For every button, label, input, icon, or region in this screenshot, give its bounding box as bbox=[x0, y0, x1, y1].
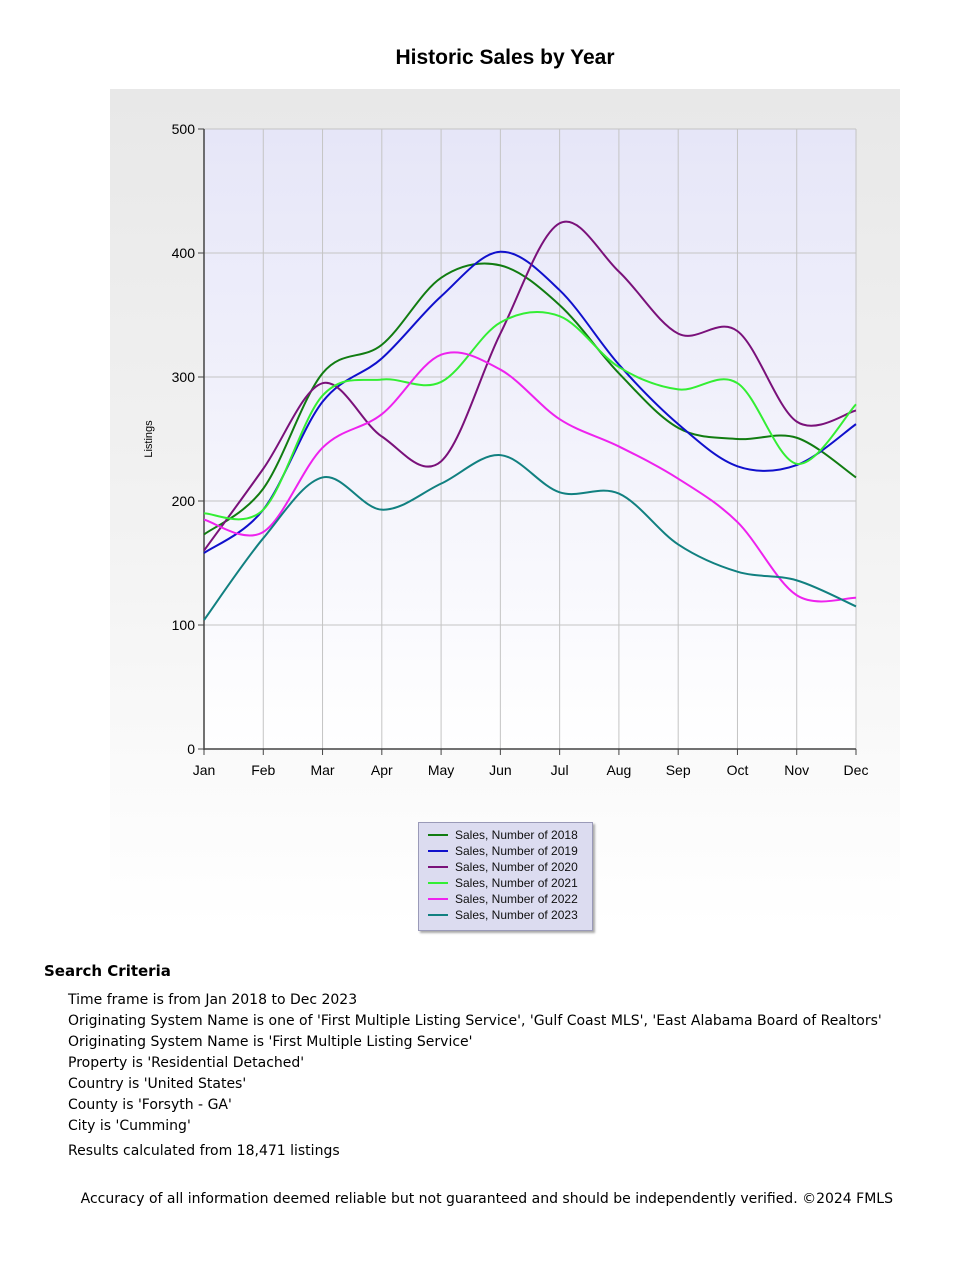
y-tick-label: 400 bbox=[172, 245, 196, 261]
legend-label: Sales, Number of 2023 bbox=[455, 908, 578, 922]
legend-item: Sales, Number of 2019 bbox=[419, 843, 592, 859]
legend-swatch bbox=[428, 898, 448, 900]
legend-swatch bbox=[428, 866, 448, 868]
series-line bbox=[203, 311, 857, 521]
x-tick-label: Aug bbox=[606, 762, 631, 778]
search-criteria-heading: Search Criteria bbox=[44, 962, 171, 980]
legend-item: Sales, Number of 2022 bbox=[419, 891, 592, 907]
criteria-item: Originating System Name is one of 'First… bbox=[68, 1013, 882, 1029]
criteria-item: Country is 'United States' bbox=[68, 1076, 247, 1092]
criteria-item: City is 'Cumming' bbox=[68, 1118, 191, 1134]
legend-item: Sales, Number of 2018 bbox=[419, 827, 592, 843]
chart-title: Historic Sales by Year bbox=[395, 46, 615, 69]
x-tick-label: May bbox=[428, 762, 454, 778]
legend-label: Sales, Number of 2019 bbox=[455, 844, 578, 858]
disclaimer-footer: Accuracy of all information deemed relia… bbox=[80, 1191, 893, 1207]
series-line bbox=[203, 454, 857, 621]
legend-label: Sales, Number of 2022 bbox=[455, 892, 578, 906]
x-tick-label: Feb bbox=[251, 762, 275, 778]
results-count: Results calculated from 18,471 listings bbox=[68, 1143, 340, 1159]
legend-swatch bbox=[428, 914, 448, 916]
search-criteria-list: Time frame is from Jan 2018 to Dec 2023 … bbox=[68, 990, 882, 1137]
x-tick-label: Nov bbox=[784, 762, 809, 778]
chart-legend: Sales, Number of 2018 Sales, Number of 2… bbox=[418, 822, 593, 931]
legend-swatch bbox=[428, 882, 448, 884]
series-line bbox=[203, 220, 857, 552]
y-tick-label: 300 bbox=[172, 369, 196, 385]
x-tick-label: Sep bbox=[666, 762, 691, 778]
series-line bbox=[203, 250, 857, 554]
y-tick-label: 100 bbox=[172, 617, 196, 633]
legend-swatch bbox=[428, 834, 448, 836]
x-tick-label: Jun bbox=[489, 762, 512, 778]
x-tick-label: Apr bbox=[371, 762, 393, 778]
y-tick-label: 0 bbox=[187, 741, 195, 757]
chart-panel: 0 100 200 300 400 500 Jan Feb Mar Apr May Jun Jul Aug… bbox=[110, 89, 900, 929]
y-tick-label: 200 bbox=[172, 493, 196, 509]
x-tick-label: Jul bbox=[551, 762, 569, 778]
legend-label: Sales, Number of 2020 bbox=[455, 860, 578, 874]
series-line bbox=[203, 351, 857, 603]
criteria-item: Originating System Name is 'First Multip… bbox=[68, 1034, 473, 1050]
legend-label: Sales, Number of 2021 bbox=[455, 876, 578, 890]
series-line bbox=[203, 262, 857, 536]
x-tick-label: Dec bbox=[844, 762, 869, 778]
y-tick-label: 500 bbox=[172, 121, 196, 137]
criteria-item: Time frame is from Jan 2018 to Dec 2023 bbox=[68, 992, 358, 1008]
legend-item: Sales, Number of 2021 bbox=[419, 875, 592, 891]
criteria-item: Property is 'Residential Detached' bbox=[68, 1055, 305, 1071]
legend-label: Sales, Number of 2018 bbox=[455, 828, 578, 842]
x-tick-label: Mar bbox=[310, 762, 334, 778]
legend-item: Sales, Number of 2020 bbox=[419, 859, 592, 875]
legend-swatch bbox=[428, 850, 448, 852]
x-tick-label: Oct bbox=[727, 762, 749, 778]
x-tick-label: Jan bbox=[193, 762, 216, 778]
legend-item: Sales, Number of 2023 bbox=[419, 907, 592, 923]
criteria-item: County is 'Forsyth - GA' bbox=[68, 1097, 232, 1113]
line-chart: 0 100 200 300 400 500 Jan Feb Mar Apr May Jun Jul Aug… bbox=[143, 121, 869, 778]
y-axis-title: Listings bbox=[143, 420, 155, 458]
